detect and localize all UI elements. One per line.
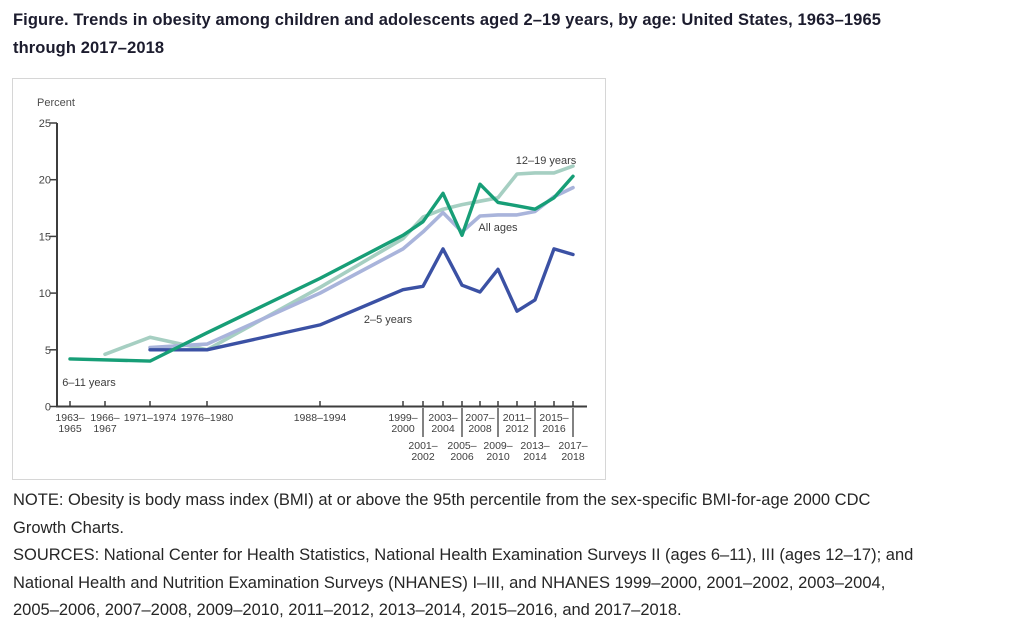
svg-text:2002: 2002: [411, 451, 435, 463]
svg-text:15: 15: [39, 231, 51, 243]
svg-text:2–5 years: 2–5 years: [364, 314, 413, 326]
svg-text:2010: 2010: [486, 451, 510, 463]
sources-text: SOURCES: National Center for Health Stat…: [13, 546, 914, 619]
svg-text:2015–: 2015–: [539, 412, 568, 424]
series-line-all-ages: [148, 185, 575, 350]
svg-text:1967: 1967: [93, 423, 117, 435]
note-text: NOTE: Obesity is body mass index (BMI) a…: [13, 491, 871, 537]
svg-text:10: 10: [39, 288, 51, 300]
svg-text:1965: 1965: [58, 423, 82, 435]
svg-text:12–19 years: 12–19 years: [516, 155, 577, 167]
svg-text:2006: 2006: [450, 451, 474, 463]
svg-text:1966–: 1966–: [90, 412, 119, 424]
svg-text:2001–: 2001–: [408, 440, 437, 452]
chart-panel: 0 5 10 15 20 25 Percent 1963– 1965 1966– 1967 1971–…: [12, 78, 606, 480]
svg-text:2018: 2018: [561, 451, 585, 463]
footnotes: NOTE: Obesity is body mass index (BMI) a…: [13, 487, 1017, 625]
svg-text:2003–: 2003–: [428, 412, 457, 424]
svg-text:1963–: 1963–: [55, 412, 84, 424]
svg-text:2011–: 2011–: [503, 412, 532, 424]
svg-text:2016: 2016: [542, 423, 566, 435]
svg-text:2007–: 2007–: [465, 412, 494, 424]
svg-text:20: 20: [39, 175, 51, 187]
svg-text:Percent: Percent: [37, 97, 75, 109]
series-line-2-5-years: [148, 247, 575, 352]
svg-text:2009–: 2009–: [483, 440, 512, 452]
svg-text:2000: 2000: [391, 423, 415, 435]
svg-text:1988–1994: 1988–1994: [294, 412, 347, 424]
series-line-12-19-years: [103, 164, 575, 357]
chart-svg: 0 5 10 15 20 25 Percent 1963–1965 1966–1967 1971–…: [37, 97, 588, 463]
svg-text:2008: 2008: [468, 423, 492, 435]
svg-text:0: 0: [45, 402, 51, 414]
svg-text:2017–: 2017–: [558, 440, 587, 452]
svg-text:2013–: 2013–: [520, 440, 549, 452]
svg-text:6–11 years: 6–11 years: [62, 377, 116, 389]
svg-text:2012: 2012: [505, 423, 529, 435]
svg-text:1976–1980: 1976–1980: [181, 412, 234, 424]
svg-text:1999–: 1999–: [388, 412, 417, 424]
figure-title: Figure. Trends in obesity among children…: [13, 11, 882, 57]
svg-text:2005–: 2005–: [447, 440, 476, 452]
svg-text:All ages: All ages: [478, 222, 518, 234]
obesity-trends-line-chart: 0 5 10 15 20 25 Percent 1963– 1965 1966– 1967 1971–…: [13, 79, 605, 479]
series-line-6-11-years: [68, 174, 575, 363]
svg-text:2004: 2004: [431, 423, 455, 435]
svg-text:25: 25: [39, 118, 51, 130]
svg-text:1971–1974: 1971–1974: [124, 412, 177, 424]
svg-text:5: 5: [45, 345, 51, 357]
svg-text:2014: 2014: [523, 451, 547, 463]
